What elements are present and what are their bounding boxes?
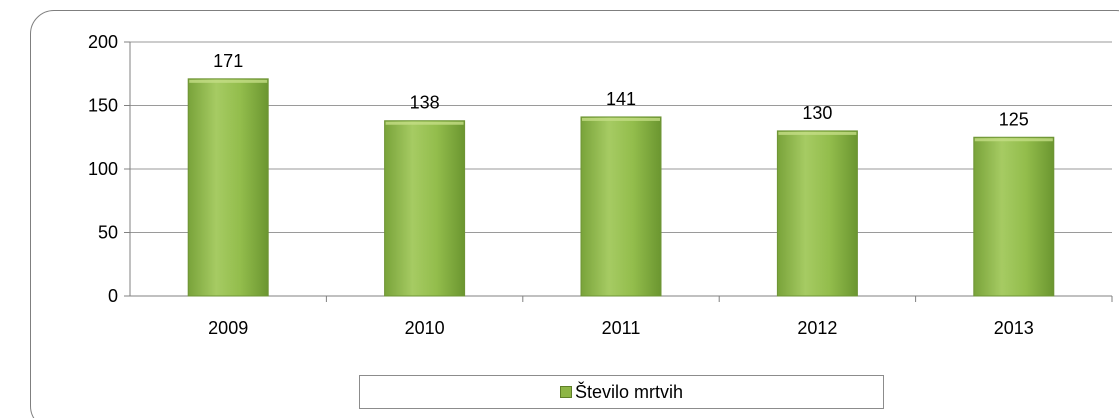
data-label-2010: 138	[410, 93, 440, 113]
y-tick-label-0: 0	[108, 286, 118, 306]
y-tick-label-50: 50	[98, 223, 118, 243]
legend-label: Število mrtvih	[574, 381, 684, 402]
bar-top-2013	[974, 138, 1053, 142]
legend: Število mrtvih	[359, 375, 884, 409]
bar-2012	[776, 130, 858, 297]
y-tick-label-200: 200	[88, 32, 118, 52]
bar-top-2012	[778, 131, 857, 135]
bar-2010	[384, 120, 466, 297]
x-tick-label-2009: 2009	[208, 318, 248, 338]
bar-2011	[580, 116, 662, 297]
legend-swatch	[559, 386, 572, 398]
data-label-2012: 130	[802, 103, 832, 123]
x-tick-label-2012: 2012	[797, 318, 837, 338]
bar-2009	[187, 78, 269, 297]
x-tick-label-2011: 2011	[602, 318, 641, 338]
bar-2013	[973, 136, 1055, 297]
x-tick-label-2010: 2010	[405, 318, 445, 338]
y-tick-label-100: 100	[88, 159, 118, 179]
data-label-2009: 171	[213, 51, 243, 71]
data-label-2011: 141	[606, 89, 636, 109]
labels: 0 50 100 150 200 171 2009 138 2010 141 2011 130 2012…	[88, 32, 1034, 338]
bar-top-2009	[189, 79, 268, 83]
bar-top-2010	[385, 121, 464, 125]
data-label-2013: 125	[999, 109, 1029, 129]
bar-top-2011	[582, 117, 660, 121]
y-tick-label-150: 150	[88, 96, 118, 116]
bars	[187, 78, 1055, 297]
x-tick-label-2013: 2013	[994, 318, 1034, 338]
